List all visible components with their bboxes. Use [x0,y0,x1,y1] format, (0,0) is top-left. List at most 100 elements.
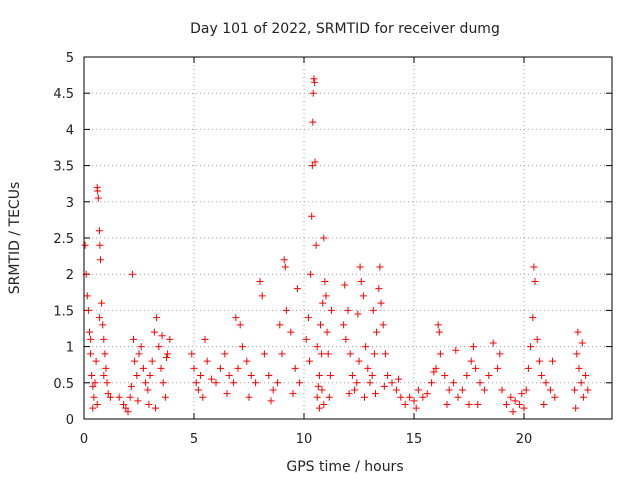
data-point [322,292,330,300]
data-point [531,277,539,285]
data-point [84,306,92,314]
data-point [340,321,348,329]
data-point [364,364,372,372]
data-point [159,379,167,387]
data-point [317,321,324,329]
data-point [321,277,329,285]
data-point [469,343,477,351]
data-point [142,379,150,387]
data-point [139,364,147,372]
data-point [458,386,466,394]
data-point [579,393,587,401]
data-point [498,386,506,394]
data-point [267,397,275,405]
y-tick-label: 2 [66,268,74,283]
data-point [309,89,317,97]
data-point [384,372,392,380]
data-point [318,350,326,358]
data-points [81,75,592,416]
data-point [577,379,585,387]
data-point [542,379,550,387]
data-point [274,379,282,387]
data-point [314,382,322,390]
data-point [201,335,209,343]
data-point [467,357,475,365]
data-point [87,335,95,343]
data-point [533,335,541,343]
data-point [152,404,159,412]
data-point [441,372,449,380]
data-point [369,306,377,314]
data-point [311,158,319,166]
data-point [98,299,106,307]
x-tick-label: 5 [190,432,198,447]
data-point [164,350,172,358]
data-point [163,353,170,361]
y-tick-label: 2.5 [53,232,74,247]
data-point [282,306,290,314]
data-point [434,321,442,329]
data-point [311,78,319,86]
data-point [86,328,93,336]
data-point [89,382,97,390]
data-point [232,314,240,322]
data-point [372,390,379,398]
data-point [522,386,530,394]
x-tick-label: 20 [516,432,533,447]
data-point [104,390,112,398]
data-point [302,335,310,343]
y-tick-label: 0 [66,413,74,428]
data-point [223,390,231,398]
data-point [199,393,207,401]
data-point [373,328,381,336]
data-point [234,364,242,372]
data-point [496,350,504,358]
data-point [432,364,440,372]
data-point [571,386,579,394]
data-point [258,292,266,300]
data-point [315,404,323,412]
data-point [573,350,581,358]
data-point [419,393,427,401]
data-point [377,299,385,307]
data-point [494,364,502,372]
data-point [450,379,458,387]
data-point [95,227,103,235]
data-point [518,390,526,398]
data-point [133,372,141,380]
data-point [289,390,297,398]
data-point [341,281,349,289]
data-point [346,350,354,358]
data-point [361,393,368,401]
data-point [388,379,396,387]
data-point [106,393,114,401]
x-axis-label: GPS time / hours [286,459,403,475]
y-tick-label: 1.5 [53,304,74,319]
data-point [97,256,104,264]
data-point [527,343,535,351]
data-point [578,339,586,347]
data-point [90,393,98,401]
data-point [392,386,400,394]
data-point [376,263,384,271]
data-point [197,372,205,380]
data-point [126,393,134,401]
data-point [529,314,537,322]
data-point [221,350,229,358]
data-point [124,408,132,416]
data-point [158,332,166,340]
data-point [538,372,546,380]
data-point [243,357,251,365]
data-point [368,372,376,380]
data-point [81,241,89,249]
data-point [293,285,301,293]
data-point [328,306,335,314]
y-tick-label: 4.5 [53,87,74,102]
data-point [135,350,143,358]
data-point [256,277,264,285]
data-point [280,256,288,264]
data-point [91,379,99,387]
data-point [102,364,110,372]
data-point [252,379,260,387]
